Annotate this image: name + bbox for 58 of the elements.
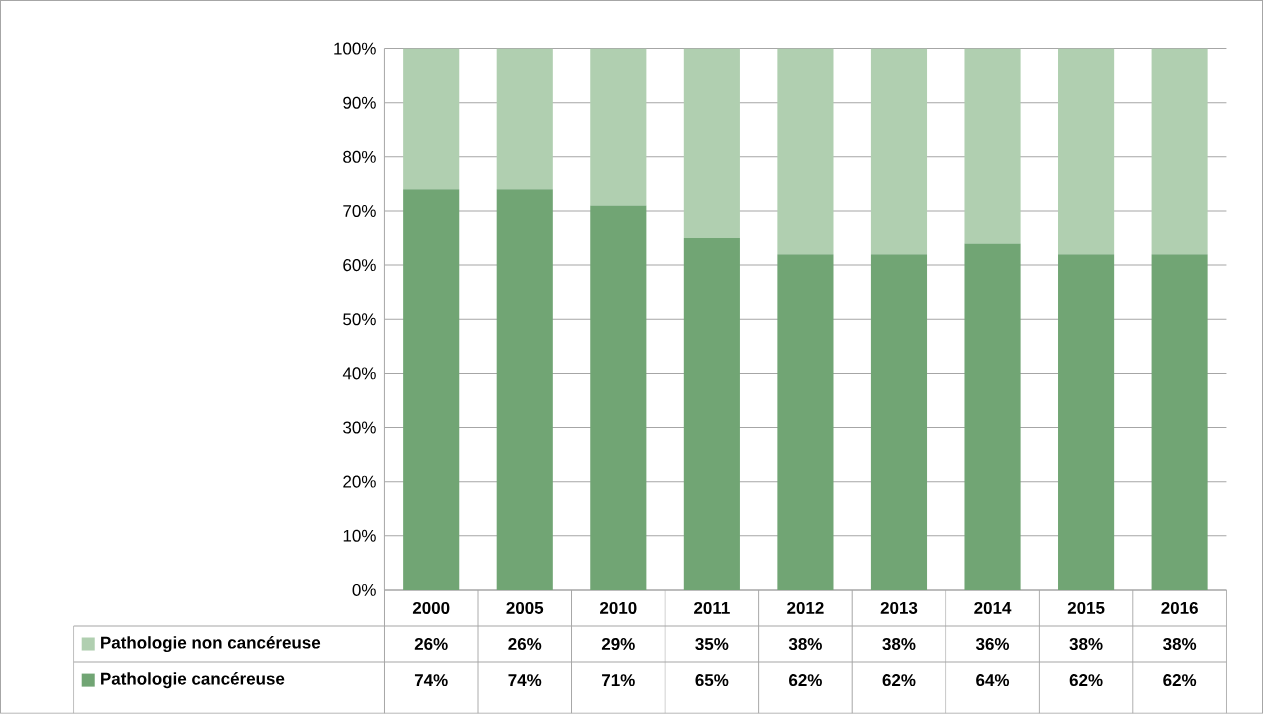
data-label: 64% — [976, 674, 1010, 687]
bar — [777, 254, 834, 591]
y-tick-label: 100% — [334, 42, 376, 55]
x-tick-label: 2005 — [506, 602, 544, 615]
bar — [1058, 254, 1115, 591]
bar — [683, 238, 740, 591]
y-tick-label: 0% — [352, 584, 376, 597]
x-tick-label: 2000 — [412, 602, 450, 615]
bar — [590, 48, 647, 206]
x-tick-label: 2012 — [787, 602, 824, 615]
data-label: 38% — [882, 638, 916, 651]
x-tick-label: 2010 — [600, 602, 637, 615]
legend-label: Pathologie cancéreuse — [101, 672, 285, 689]
data-label: 26% — [414, 638, 448, 651]
y-tick-label: 40% — [342, 367, 376, 380]
data-label: 62% — [789, 674, 822, 687]
bar — [777, 48, 834, 255]
y-tick-label: 70% — [343, 205, 376, 218]
data-label: 62% — [1163, 674, 1197, 687]
data-label: 38% — [788, 638, 822, 651]
x-tick-label: 2016 — [1161, 602, 1198, 615]
data-label: 62% — [882, 674, 916, 687]
y-tick-label: 20% — [343, 475, 376, 488]
x-tick-label: 2014 — [974, 602, 1012, 615]
x-tick-label: 2013 — [880, 602, 918, 615]
bar — [496, 48, 553, 190]
bar — [870, 48, 928, 255]
data-label: 65% — [695, 674, 729, 687]
y-tick-label: 80% — [343, 151, 376, 164]
x-tick-label: 2011 — [694, 602, 730, 615]
legend-label: Pathologie non cancéreuse — [101, 636, 321, 653]
bar — [1151, 254, 1208, 591]
bar — [403, 189, 460, 591]
bar — [1058, 48, 1115, 255]
bar — [403, 48, 460, 190]
data-label: 26% — [508, 638, 542, 651]
data-label: 38% — [1163, 638, 1197, 651]
bar — [964, 48, 1021, 244]
data-label: 36% — [975, 638, 1010, 651]
data-label: 29% — [601, 638, 635, 651]
y-tick-label: 90% — [343, 96, 376, 109]
x-tick-label: 2015 — [1067, 602, 1105, 615]
data-label: 38% — [1069, 638, 1103, 651]
bar — [496, 189, 553, 591]
data-label: 35% — [695, 638, 729, 651]
bar — [870, 254, 928, 591]
bar — [964, 243, 1021, 591]
data-label: 74% — [508, 674, 542, 687]
data-label: 71% — [602, 674, 635, 687]
bar — [683, 48, 740, 239]
y-tick-label: 50% — [343, 313, 376, 326]
data-label: 74% — [414, 674, 448, 687]
y-tick-label: 30% — [343, 421, 376, 434]
y-tick-label: 60% — [343, 259, 376, 272]
y-tick-label: 10% — [343, 529, 376, 542]
bar — [1151, 48, 1208, 255]
data-label: 62% — [1069, 674, 1103, 687]
bar — [590, 205, 647, 591]
